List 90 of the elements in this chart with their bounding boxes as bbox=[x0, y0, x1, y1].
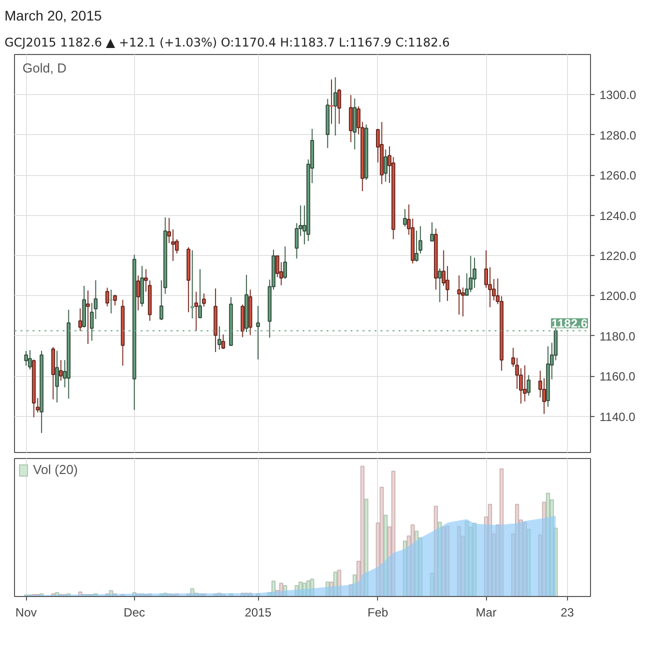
bar bbox=[302, 582, 306, 596]
legend-label: Vol (20) bbox=[33, 462, 78, 477]
bar bbox=[271, 580, 276, 596]
candlestick bbox=[24, 350, 28, 366]
bar bbox=[546, 492, 550, 596]
bar bbox=[240, 592, 245, 596]
candlestick bbox=[414, 230, 418, 262]
candlestick bbox=[526, 374, 531, 396]
candlestick bbox=[136, 274, 140, 311]
bar bbox=[542, 502, 546, 596]
chart-title: March 20, 2015 bbox=[4, 8, 102, 24]
candlestick bbox=[333, 76, 338, 136]
bar bbox=[326, 582, 330, 596]
ref-line-label: 1182.6 bbox=[551, 316, 588, 331]
candlestick bbox=[348, 94, 353, 143]
bar bbox=[248, 592, 252, 596]
candlestick bbox=[457, 274, 461, 316]
bar bbox=[283, 585, 288, 596]
y-tick-label: 1260.0 bbox=[600, 168, 637, 183]
bar bbox=[410, 524, 415, 596]
x-tick-label: Mar bbox=[476, 606, 496, 620]
candlestick bbox=[384, 148, 388, 182]
bar bbox=[515, 504, 520, 596]
x-tick-label: Nov bbox=[15, 606, 37, 620]
bar bbox=[244, 592, 248, 596]
x-tick-label: 23 bbox=[560, 606, 574, 620]
bar bbox=[402, 540, 407, 596]
bar bbox=[194, 592, 198, 596]
bar bbox=[337, 570, 342, 596]
bar bbox=[109, 590, 114, 596]
annotation: Gold, D bbox=[22, 60, 67, 76]
candlestick bbox=[59, 360, 63, 382]
candlestick bbox=[468, 255, 473, 293]
bar bbox=[329, 582, 334, 596]
y-tick-label: 1240.0 bbox=[600, 208, 637, 223]
candlestick bbox=[28, 350, 32, 370]
bar bbox=[430, 572, 434, 596]
bar bbox=[488, 504, 492, 596]
candlestick bbox=[330, 78, 334, 124]
bar bbox=[310, 578, 314, 596]
y-tick-label: 1160.0 bbox=[600, 370, 636, 384]
candlestick bbox=[221, 334, 226, 350]
bar bbox=[414, 530, 419, 596]
candlestick bbox=[190, 250, 194, 319]
x-tick-label: Dec bbox=[124, 606, 146, 620]
bar bbox=[445, 525, 450, 596]
y-tick-label: 1280.0 bbox=[600, 128, 637, 142]
candlestick bbox=[105, 287, 110, 307]
candlestick bbox=[202, 293, 206, 308]
bar bbox=[380, 486, 384, 596]
y-tick-label: 1200.0 bbox=[600, 289, 637, 304]
bar bbox=[391, 470, 396, 596]
bar bbox=[294, 585, 299, 596]
candlestick bbox=[430, 222, 434, 242]
bar bbox=[438, 522, 442, 596]
x-tick-label: Feb bbox=[368, 606, 389, 620]
bar bbox=[472, 522, 477, 596]
bar bbox=[163, 592, 168, 596]
candlestick bbox=[194, 291, 198, 332]
candlestick bbox=[472, 257, 476, 288]
bar bbox=[384, 514, 388, 596]
bar bbox=[464, 520, 469, 596]
bar bbox=[364, 498, 368, 596]
candlestick bbox=[198, 268, 202, 319]
bar bbox=[457, 526, 462, 596]
bar bbox=[78, 591, 82, 596]
bar bbox=[442, 526, 446, 596]
candlestick bbox=[403, 208, 407, 228]
bar bbox=[54, 592, 60, 596]
candlestick bbox=[113, 294, 117, 306]
bar bbox=[526, 528, 531, 596]
candlestick bbox=[55, 350, 59, 403]
candlestick bbox=[337, 88, 342, 124]
candlestick bbox=[283, 246, 287, 280]
y-tick-label: 1180.0 bbox=[600, 329, 636, 344]
bar bbox=[500, 468, 504, 596]
chart-subtitle: GCJ2015 1182.6 ▲ +12.1 (+1.03%) O:1170.4 H:1183.7 L:1167.9 C:1182.6 bbox=[4, 36, 450, 50]
candlestick bbox=[438, 268, 442, 303]
candlestick bbox=[86, 290, 90, 344]
bar bbox=[522, 522, 527, 596]
candlestick bbox=[78, 308, 82, 332]
bar bbox=[190, 588, 194, 596]
y-tick-label: 1300.0 bbox=[600, 88, 637, 102]
bar bbox=[352, 574, 357, 596]
bar bbox=[298, 582, 303, 596]
candlestick bbox=[522, 364, 527, 402]
x-tick-label: 2015 bbox=[244, 606, 272, 620]
bar bbox=[279, 582, 284, 596]
y-tick-label: 1220.0 bbox=[600, 249, 637, 264]
y-tick-label: 1140.0 bbox=[600, 410, 636, 424]
